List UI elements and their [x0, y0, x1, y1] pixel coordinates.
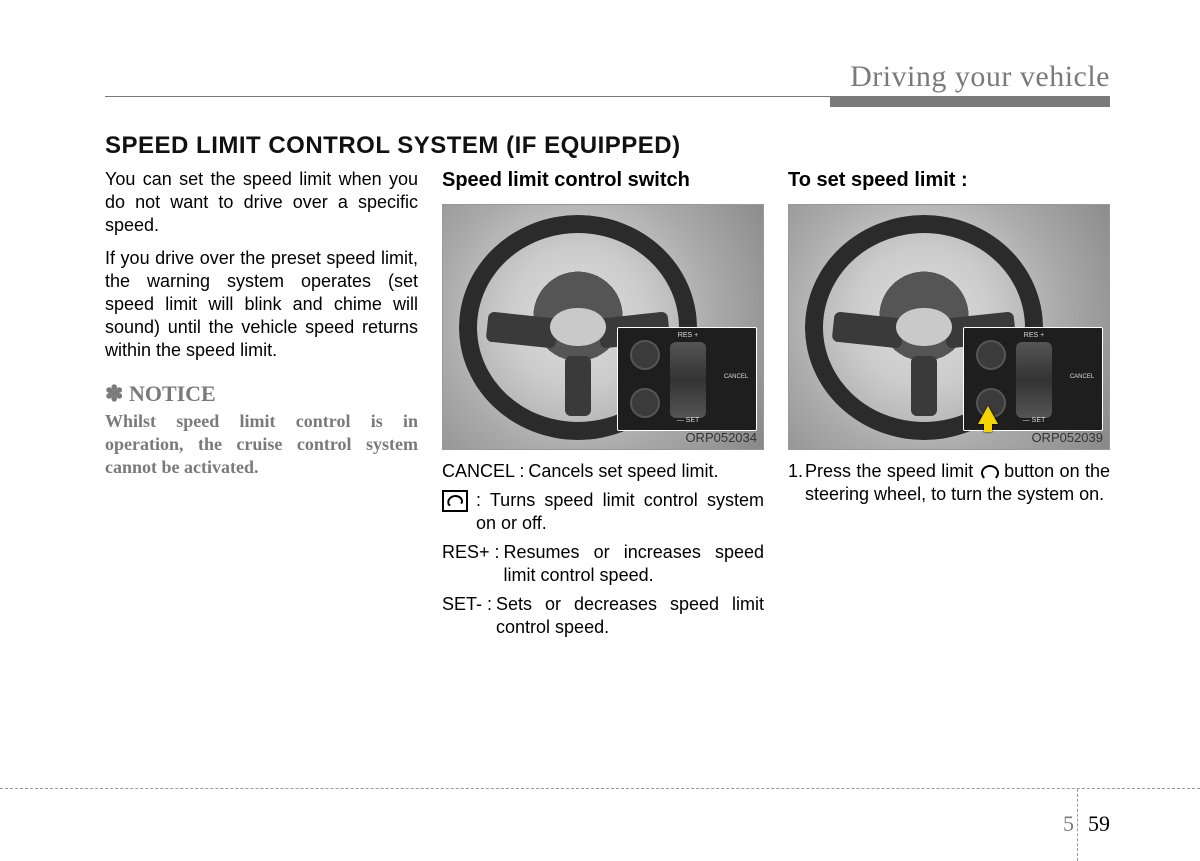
column-2: Speed limit control switch KIA RES + — S… [442, 168, 764, 645]
step-number: 1. [788, 460, 803, 506]
cancel-label: CANCEL [1064, 374, 1100, 382]
figure-code: ORP052034 [685, 430, 757, 447]
def-term: SET- : [442, 593, 492, 639]
content-columns: You can set the speed limit when you do … [105, 168, 1110, 645]
step-text-a: Press the speed limit [805, 461, 979, 481]
def-set: SET- : Sets or decreases speed limit con… [442, 593, 764, 639]
column-3: To set speed limit : KIA RES + — SET CAN… [788, 168, 1110, 645]
res-set-rocker-icon [670, 342, 706, 418]
wheel-spoke [565, 356, 591, 416]
column-1: You can set the speed limit when you do … [105, 168, 418, 645]
def-term: CANCEL : [442, 460, 524, 483]
def-cancel: CANCEL : Cancels set speed limit. [442, 460, 764, 483]
section-title: SPEED LIMIT CONTROL SYSTEM (IF EQUIPPED) [105, 132, 1110, 160]
speed-limit-button-icon [630, 388, 660, 418]
page-number-value: 59 [1082, 811, 1110, 836]
brand-badge: KIA [567, 320, 589, 334]
step-text: Press the speed limit button on the stee… [803, 460, 1110, 506]
intro-para-2: If you drive over the preset speed limit… [105, 247, 418, 362]
manual-page: Driving your vehicle SPEED LIMIT CONTROL… [0, 0, 1200, 861]
cruise-button-icon [630, 340, 660, 370]
wheel-spoke [832, 311, 905, 348]
res-set-rocker-icon [1016, 342, 1052, 418]
notice-body: Whilst speed limit control is in operati… [105, 410, 418, 479]
speed-limit-inline-icon [979, 464, 999, 480]
wheel-spoke [911, 356, 937, 416]
def-body: Resumes or increases speed limit control… [500, 541, 764, 587]
cancel-label: CANCEL [718, 374, 754, 382]
section-number: 5 [1063, 811, 1082, 836]
col3-heading: To set speed limit : [788, 168, 1110, 194]
set-label: — SET [1014, 417, 1054, 426]
wheel-spoke [486, 311, 559, 348]
def-body: Cancels set speed limit. [524, 460, 764, 483]
figure-code: ORP052039 [1031, 430, 1103, 447]
def-body: : Turns speed limit control system on or… [472, 489, 764, 535]
def-term: RES+ : [442, 541, 500, 587]
header-accent-bar [830, 97, 1110, 107]
col2-heading: Speed limit control switch [442, 168, 764, 194]
step-1: 1. Press the speed limit button on the s… [788, 460, 1110, 506]
speed-limit-icon [442, 490, 468, 512]
figure-steering-wheel-2: KIA RES + — SET CANCEL ORP052039 [788, 204, 1110, 450]
page-number: 559 [1063, 811, 1110, 837]
cruise-button-icon [976, 340, 1006, 370]
set-label: — SET [668, 417, 708, 426]
def-term-icon [442, 489, 472, 535]
notice-label: NOTICE [129, 381, 216, 406]
notice-heading: ✽ NOTICE [105, 380, 418, 408]
control-inset: RES + — SET CANCEL [963, 327, 1103, 431]
res-label: RES + [1014, 332, 1054, 341]
def-icon-toggle: : Turns speed limit control system on or… [442, 489, 764, 535]
chapter-title: Driving your vehicle [850, 60, 1110, 94]
page-header: Driving your vehicle [105, 60, 1110, 96]
footer-rule [0, 788, 1200, 789]
figure-steering-wheel-1: KIA RES + — SET CANCEL ORP052034 [442, 204, 764, 450]
def-res: RES+ : Resumes or increases speed limit … [442, 541, 764, 587]
highlight-arrow-icon [978, 406, 998, 424]
notice-symbol: ✽ [105, 381, 123, 406]
def-body: Sets or decreases speed limit control sp… [492, 593, 764, 639]
control-inset: RES + — SET CANCEL [617, 327, 757, 431]
brand-badge: KIA [913, 320, 935, 334]
res-label: RES + [668, 332, 708, 341]
intro-para-1: You can set the speed limit when you do … [105, 168, 418, 237]
